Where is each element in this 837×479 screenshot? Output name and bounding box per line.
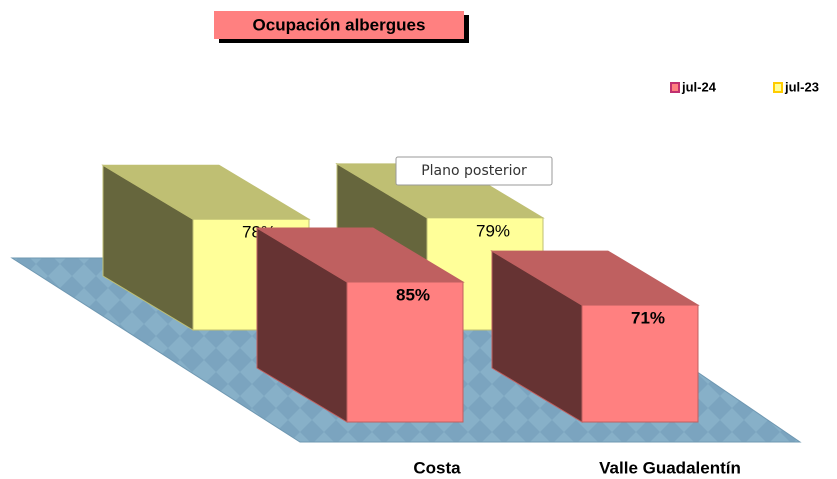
title-box (214, 11, 464, 39)
legend-label: jul-23 (784, 79, 819, 94)
legend-swatch (670, 82, 680, 93)
legend-swatch (773, 82, 783, 93)
bar (490, 250, 700, 423)
value-label: 71% (631, 309, 665, 328)
tooltip-text: Plano posterior (421, 163, 527, 179)
legend-label: jul-24 (681, 79, 717, 94)
bar-front (346, 281, 464, 423)
value-label: 79% (476, 221, 510, 240)
x-tick-label: Valle Guadalentín (599, 458, 741, 477)
x-tick-label: Costa (413, 458, 461, 477)
value-label: 85% (396, 285, 430, 304)
bar (255, 227, 465, 423)
chart-title: Ocupación albergues (253, 15, 426, 34)
bar-front (581, 304, 699, 423)
tooltip: Plano posterior (395, 156, 553, 186)
